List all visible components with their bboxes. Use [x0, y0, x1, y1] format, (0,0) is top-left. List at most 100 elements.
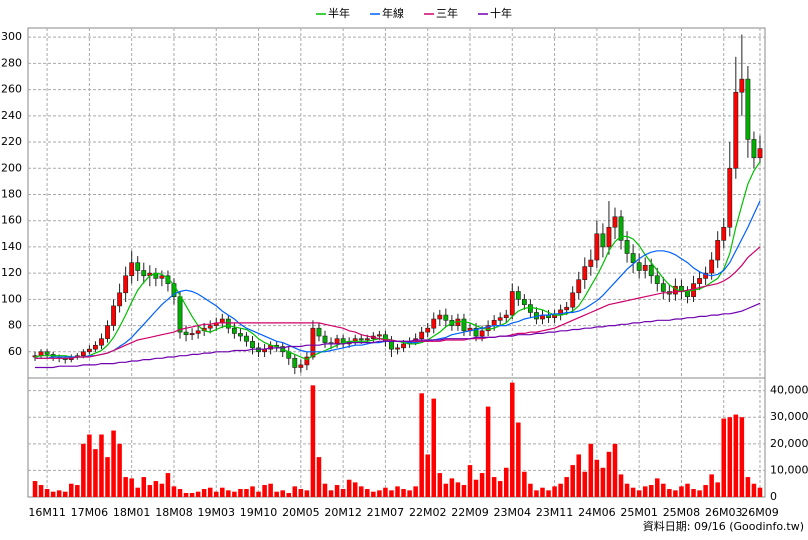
candle-body [256, 347, 261, 353]
volume-bar [304, 490, 310, 497]
volume-bar [455, 482, 461, 497]
volume-bar [667, 489, 672, 497]
x-tick-label: 25M01 [620, 506, 658, 519]
volume-bar [274, 491, 279, 497]
legend-label: 半年 [328, 6, 350, 20]
candle-body [521, 299, 527, 305]
candle-body [111, 305, 116, 326]
x-tick-label: 23M04 [494, 506, 532, 519]
volume-bar [81, 443, 86, 497]
volume-bar [377, 490, 382, 497]
volume-bar [461, 485, 467, 497]
candle-body [183, 331, 189, 336]
volume-bar [443, 483, 449, 497]
volume-bar [244, 489, 249, 497]
volume-bar [141, 477, 147, 497]
volume-bar [697, 490, 702, 497]
candle-body [99, 338, 104, 346]
x-tick-label: 16M11 [28, 506, 66, 519]
candle-body [105, 325, 110, 339]
volume-bar [147, 485, 153, 497]
candle-body [733, 91, 739, 169]
volume-bar [322, 483, 328, 497]
y2-tick-label: 0 [770, 490, 777, 503]
y2-tick-label: 40,000 [770, 384, 808, 397]
x-tick-label: 26M03 [705, 506, 743, 519]
y-tick-label: 260 [1, 83, 22, 96]
volume-bar [703, 485, 708, 497]
volume-bar [298, 489, 304, 497]
candle-body [594, 233, 600, 261]
volume-bar [425, 454, 430, 497]
candle-body [485, 325, 491, 332]
volume-bar [540, 487, 545, 497]
candle-body [497, 317, 503, 321]
x-tick-label: 22M02 [409, 506, 447, 519]
volume-bar [546, 490, 551, 497]
candle-body [630, 253, 636, 263]
volume-bar [56, 490, 62, 497]
volume-bar [648, 485, 654, 497]
volume-bar [630, 487, 636, 497]
volume-bar [431, 398, 437, 497]
y-tick-label: 120 [1, 266, 22, 279]
volume-bar [612, 443, 618, 497]
volume-bar [485, 406, 491, 497]
volume-bar [129, 478, 134, 497]
y-tick-label: 80 [8, 319, 22, 332]
x-tick-label: 18M01 [113, 506, 151, 519]
volume-bar [739, 417, 745, 497]
x-tick-label: 18M08 [155, 506, 193, 519]
candle-body [588, 259, 594, 267]
volume-bar [727, 417, 733, 497]
candle-body [697, 278, 702, 284]
candle-body [564, 306, 570, 311]
candle-body [376, 334, 382, 337]
volume-bar [624, 483, 630, 497]
x-tick-label: 25M08 [663, 506, 701, 519]
candle-body [171, 283, 177, 298]
volume-bar [503, 467, 509, 497]
candle-body [757, 148, 763, 159]
volume-bar [177, 489, 183, 497]
volume-bar [105, 457, 110, 497]
y2-tick-label: 10,000 [770, 463, 808, 476]
candle-body [298, 364, 304, 368]
volume-bar [673, 490, 678, 497]
volume-bar [99, 434, 104, 497]
volume-bar [123, 477, 128, 497]
volume-bar [316, 457, 322, 497]
candle-body [316, 327, 322, 337]
candle-body [606, 226, 612, 248]
candle-body [395, 347, 400, 350]
candle-body [582, 266, 588, 280]
y-tick-label: 100 [1, 292, 22, 305]
candle-body [648, 264, 654, 277]
candle-body [425, 327, 431, 333]
volume-bar [232, 491, 237, 497]
candle-body [419, 331, 425, 339]
candle-body [322, 335, 328, 343]
legend-label: 三年 [436, 6, 458, 20]
volume-bar [395, 486, 400, 497]
candle-body [334, 338, 340, 345]
volume-bar [600, 467, 606, 497]
candle-body [189, 333, 195, 336]
volume-bar [340, 489, 346, 497]
candle-body [515, 291, 521, 300]
volume-bar [262, 485, 267, 497]
candle-body [503, 314, 509, 319]
candle-body [527, 304, 533, 313]
volume-bar [757, 487, 763, 497]
volume-bar [32, 481, 38, 497]
volume-bar [238, 489, 243, 497]
volume-bar [286, 493, 292, 497]
volume-bar [642, 486, 648, 497]
volume-bar [588, 443, 594, 497]
volume-bar [183, 493, 189, 497]
volume-bar [721, 418, 726, 497]
x-tick-label: 24M06 [578, 506, 616, 519]
candle-body [123, 275, 129, 294]
volume-bar [606, 451, 612, 497]
volume-bar [715, 482, 720, 497]
